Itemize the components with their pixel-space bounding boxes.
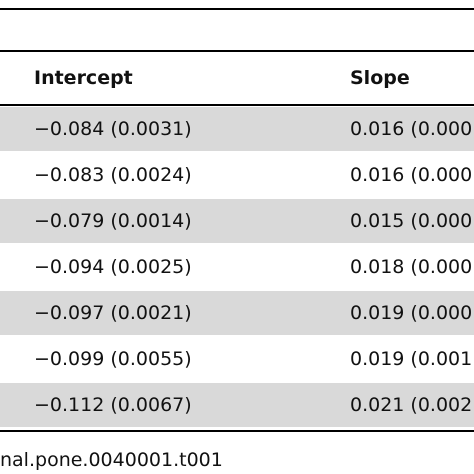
header-row: Intercept Slope xyxy=(0,52,474,104)
bottom-rule xyxy=(0,430,474,432)
table-cell: 0.021 (0.002 xyxy=(350,394,473,416)
table-cell: −0.112 (0.0067) xyxy=(34,394,192,416)
table-row: −0.084 (0.0031) 0.016 (0.000 xyxy=(0,107,474,151)
header-cell: Slope xyxy=(350,67,410,89)
table-cell: 0.019 (0.000 xyxy=(350,302,473,324)
table-cell: 0.016 (0.000 xyxy=(350,164,473,186)
table-cell: −0.094 (0.0025) xyxy=(34,256,192,278)
table-cell: 0.015 (0.000 xyxy=(350,210,473,232)
table-cell: −0.083 (0.0024) xyxy=(34,164,192,186)
header-top-rule xyxy=(0,50,474,52)
table-cell: −0.099 (0.0055) xyxy=(34,348,192,370)
table-cell: 0.018 (0.000 xyxy=(350,256,473,278)
top-rule xyxy=(0,8,474,10)
table-row: −0.097 (0.0021) 0.019 (0.000 xyxy=(0,291,474,335)
table-row: −0.112 (0.0067) 0.021 (0.002 xyxy=(0,383,474,427)
table-cell: 0.016 (0.000 xyxy=(350,118,473,140)
table-cell: 0.019 (0.001 xyxy=(350,348,473,370)
table-row: −0.099 (0.0055) 0.019 (0.001 xyxy=(0,337,474,381)
table-cell: −0.097 (0.0021) xyxy=(34,302,192,324)
footnote: nal.pone.0040001.t001 xyxy=(0,449,223,471)
table-row: −0.083 (0.0024) 0.016 (0.000 xyxy=(0,153,474,197)
table-cell: −0.079 (0.0014) xyxy=(34,210,192,232)
header-cell: Intercept xyxy=(34,67,133,89)
table-cell: −0.084 (0.0031) xyxy=(34,118,192,140)
header-bottom-rule xyxy=(0,104,474,106)
table-row: −0.094 (0.0025) 0.018 (0.000 xyxy=(0,245,474,289)
table-row: −0.079 (0.0014) 0.015 (0.000 xyxy=(0,199,474,243)
